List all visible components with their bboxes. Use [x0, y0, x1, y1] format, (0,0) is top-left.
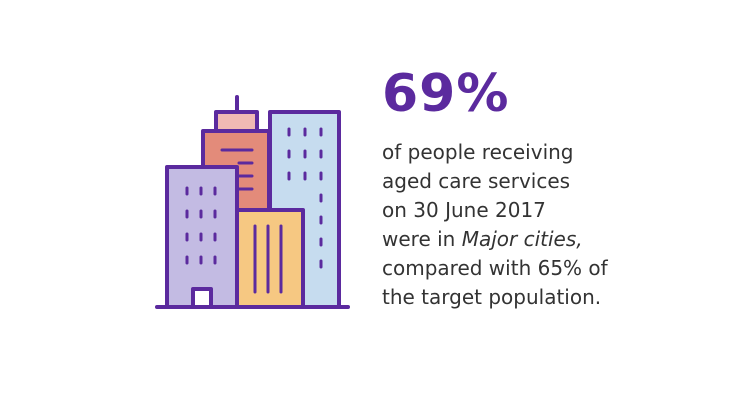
stat-line-1: of people receiving	[382, 140, 574, 164]
stat-line-3: on 30 June 2017	[382, 198, 546, 222]
stat-line-2: aged care services	[382, 169, 571, 193]
city-buildings-icon	[155, 95, 350, 309]
stat-line-4-emphasis: Major cities,	[461, 227, 583, 251]
stat-block: 69% of people receiving aged care servic…	[382, 62, 722, 312]
stat-line-4-prefix: were in	[382, 227, 462, 251]
stat-description: of people receiving aged care services o…	[382, 138, 722, 312]
stat-line-5: compared with 65% of	[382, 256, 608, 280]
stat-value: 69%	[382, 64, 510, 124]
stat-line-6: the target population.	[382, 285, 602, 309]
stat-line-4: were in Major cities,	[382, 227, 583, 251]
